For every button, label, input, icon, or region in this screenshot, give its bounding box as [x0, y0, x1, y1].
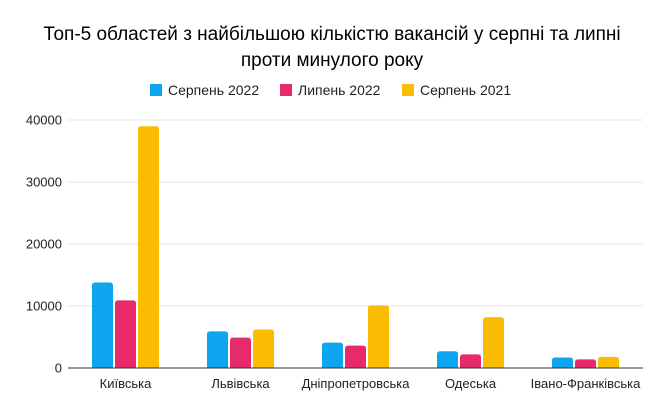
bar-2-1 [115, 300, 136, 368]
legend-label-series-1: Серпень 2022 [168, 82, 259, 98]
y-tick-label: 40000 [26, 113, 62, 128]
legend-swatch-series-2 [280, 84, 292, 96]
bar-3-5 [598, 356, 619, 368]
legend-swatch-series-1 [150, 84, 162, 96]
bar-2-4 [460, 354, 481, 368]
chart-title-line-2: проти минулого року [241, 50, 424, 71]
bar-1-2 [207, 331, 228, 368]
bars [92, 126, 619, 368]
bar-3-1 [138, 126, 159, 368]
y-axis-ticks: 0 10000 20000 30000 40000 [26, 113, 62, 376]
legend-label-series-3: Серпень 2021 [420, 82, 511, 98]
y-tick-label: 0 [55, 361, 62, 376]
legend-swatch-series-3 [402, 84, 414, 96]
x-tick-label: Одеська [445, 376, 497, 391]
y-tick-label: 30000 [26, 175, 62, 190]
legend-label-series-2: Липень 2022 [298, 82, 381, 98]
y-tick-label: 10000 [26, 299, 62, 314]
bar-1-3 [322, 342, 343, 368]
bar-2-2 [230, 337, 251, 368]
x-tick-label: Дніпропетровська [302, 376, 411, 391]
bar-3-2 [253, 329, 274, 368]
y-tick-label: 20000 [26, 237, 62, 252]
bar-1-1 [92, 282, 113, 368]
bar-3-3 [368, 305, 389, 368]
bar-2-3 [345, 345, 366, 368]
x-axis-ticks: Київська Львівська Дніпропетровська Одеська… [100, 376, 641, 391]
x-tick-label: Львівська [211, 376, 270, 391]
gridlines [68, 119, 643, 307]
bar-1-4 [437, 351, 458, 368]
bar-3-4 [483, 317, 504, 368]
bar-2-5 [575, 359, 596, 368]
x-tick-label: Київська [100, 376, 152, 391]
legend: Серпень 2022 Липень 2022 Серпень 2021 [150, 82, 511, 98]
x-tick-label: Івано-Франківська [531, 376, 641, 391]
chart-title-line-1: Топ-5 областей з найбільшою кількістю ва… [43, 24, 620, 45]
bar-1-5 [552, 357, 573, 368]
